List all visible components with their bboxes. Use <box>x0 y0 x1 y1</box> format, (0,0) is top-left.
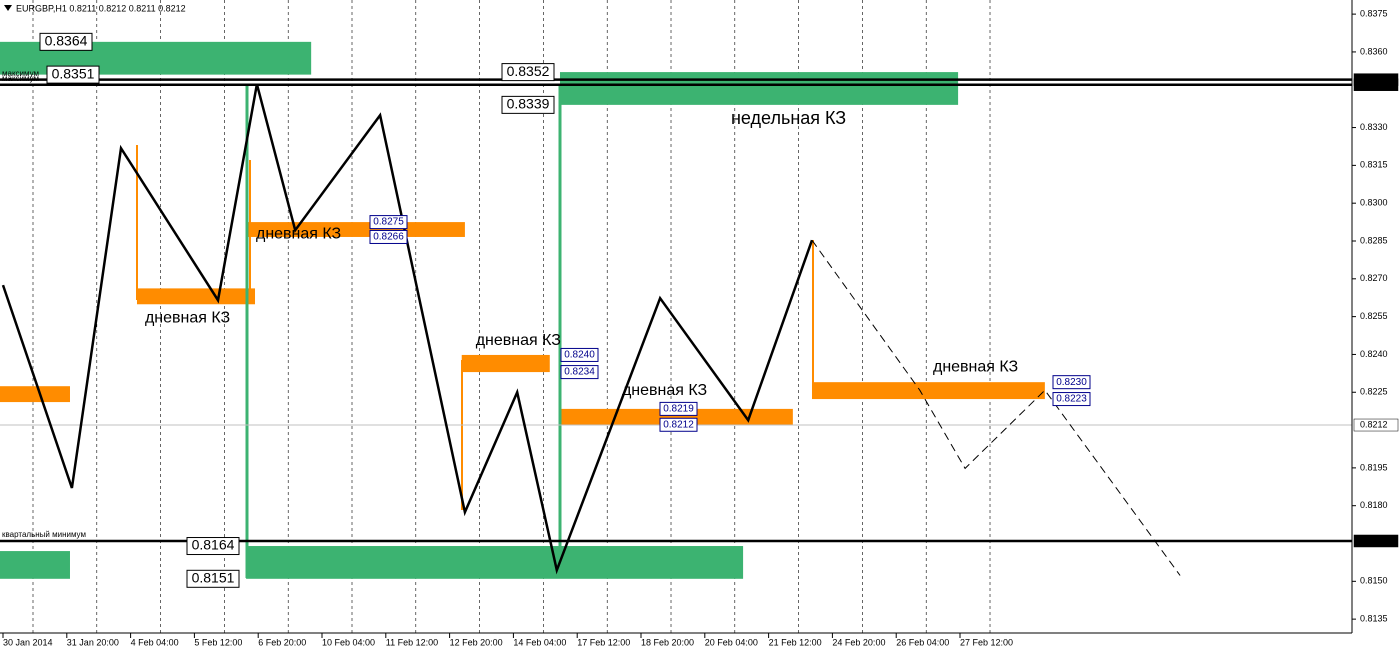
level-value: 0.8212 <box>1360 419 1388 429</box>
zone-label: дневная КЗ <box>476 332 561 349</box>
x-tick-label: 10 Feb 04:00 <box>322 637 375 647</box>
price-tag: 0.8212 <box>663 419 694 430</box>
zone-label: дневная КЗ <box>145 310 230 327</box>
lines <box>1 83 1181 576</box>
zone <box>136 288 256 305</box>
level-value-box <box>1353 73 1399 86</box>
price-tag-box <box>501 63 555 82</box>
price-tag: 0.8151 <box>192 570 235 586</box>
chart-title: EURGBP,H1 0.8211 0.8212 0.8211 0.8212 <box>16 3 186 13</box>
vertical-markers <box>136 84 814 578</box>
price-tag-box <box>501 95 555 114</box>
y-tick-label: 0.8300 <box>1360 198 1388 208</box>
y-tick-label: 0.8285 <box>1360 235 1388 245</box>
level-value: 0.8349 <box>1360 74 1388 84</box>
price-tag: 0.8234 <box>564 367 595 378</box>
price-tag: 0.8352 <box>507 63 550 79</box>
y-tick-label: 0.8330 <box>1360 122 1388 132</box>
x-tick-label: 11 Feb 12:00 <box>386 637 438 647</box>
price-tag: 0.8230 <box>1056 377 1087 388</box>
level-value: 0.8166 <box>1360 535 1388 545</box>
price-tag: 0.8275 <box>373 217 404 228</box>
price-tag: 0.8364 <box>45 33 88 49</box>
x-tick-label: 26 Feb 04:00 <box>896 637 949 647</box>
price-tag: 0.8339 <box>507 96 550 112</box>
y-tick-label: 0.8315 <box>1360 160 1388 170</box>
level-label: максимум <box>2 69 39 78</box>
price-tag-box <box>1052 375 1091 390</box>
x-tick-label: 30 Jan 2014 <box>3 637 53 647</box>
price-tag: 0.8351 <box>52 65 95 81</box>
price-tag: 0.8240 <box>564 350 595 361</box>
x-tick-label: 31 Jan 20:00 <box>67 637 119 647</box>
zone <box>559 408 793 425</box>
zigzag-line <box>1 83 814 575</box>
zone <box>811 382 1045 400</box>
zone-label: дневная КЗ <box>933 358 1018 375</box>
price-tag: 0.8266 <box>373 232 404 243</box>
level-value-box <box>1353 534 1399 548</box>
price-tag-box <box>39 32 93 51</box>
price-tag-box <box>46 65 100 84</box>
y-tick-label: 0.8270 <box>1360 273 1388 283</box>
price-tag-box <box>560 347 599 362</box>
y-tick-label: 0.8360 <box>1360 46 1388 56</box>
x-tick-label: 27 Feb 12:00 <box>960 637 1013 647</box>
level-value-box <box>1353 418 1399 432</box>
price-tag: 0.8223 <box>1056 394 1087 405</box>
y-tick-label: 0.8135 <box>1360 614 1388 624</box>
zone <box>0 551 70 579</box>
zone <box>0 386 70 403</box>
level-label: квартальный минимум <box>2 530 86 539</box>
price-tag-box <box>186 569 240 588</box>
price-tag-box <box>659 417 698 432</box>
x-tick-label: 24 Feb 20:00 <box>832 637 885 647</box>
zones <box>0 41 1045 579</box>
x-tick-label: 4 Feb 04:00 <box>131 637 179 647</box>
x-tick-label: 18 Feb 20:00 <box>641 637 694 647</box>
price-tag-box <box>186 537 240 556</box>
y-tick-label: 0.8150 <box>1360 576 1388 586</box>
x-tick-label: 17 Feb 12:00 <box>577 637 630 647</box>
title-icon <box>4 5 12 11</box>
zone-label: дневная КЗ <box>622 382 707 399</box>
zone-label: дневная КЗ <box>256 225 341 242</box>
price-tag-box <box>1052 392 1091 407</box>
price-tag-box <box>369 229 408 244</box>
zone <box>247 222 465 237</box>
price-tag-box <box>560 365 599 380</box>
y-tick-label: 0.8225 <box>1360 387 1388 397</box>
axes: 0.8375 0.8360 0.8330 0.8315 0.8300 0.8285 0.82… <box>2 8 1399 647</box>
zone <box>461 354 550 373</box>
x-tick-label: 6 Feb 20:00 <box>258 637 306 647</box>
zone <box>559 72 959 105</box>
y-tick-label: 0.8180 <box>1360 500 1388 510</box>
level-label: максимум <box>2 74 39 83</box>
forecast-line <box>811 239 1181 576</box>
price-tag: 0.8164 <box>192 537 235 553</box>
x-tick-label: 12 Feb 20:00 <box>450 637 503 647</box>
tags: 0.8364 0.8351 недельная КЗ 0.8352 0.8339 0.81… <box>39 32 1091 588</box>
price-tag: 0.8219 <box>663 404 694 415</box>
x-tick-label: 20 Feb 04:00 <box>705 637 758 647</box>
y-tick-label: 0.8195 <box>1360 462 1388 472</box>
y-tick-label: 0.8255 <box>1360 311 1388 321</box>
y-tick-label: 0.8240 <box>1360 349 1388 359</box>
price-tag-box <box>369 215 408 230</box>
zone-label: недельная КЗ <box>731 108 846 128</box>
x-tick-label: 5 Feb 12:00 <box>194 637 242 647</box>
y-tick-label: 0.8375 <box>1360 8 1388 18</box>
x-tick-label: 21 Feb 12:00 <box>769 637 822 647</box>
price-tag-box <box>659 401 698 416</box>
zone <box>246 546 744 579</box>
x-tick-label: 14 Feb 04:00 <box>513 637 566 647</box>
